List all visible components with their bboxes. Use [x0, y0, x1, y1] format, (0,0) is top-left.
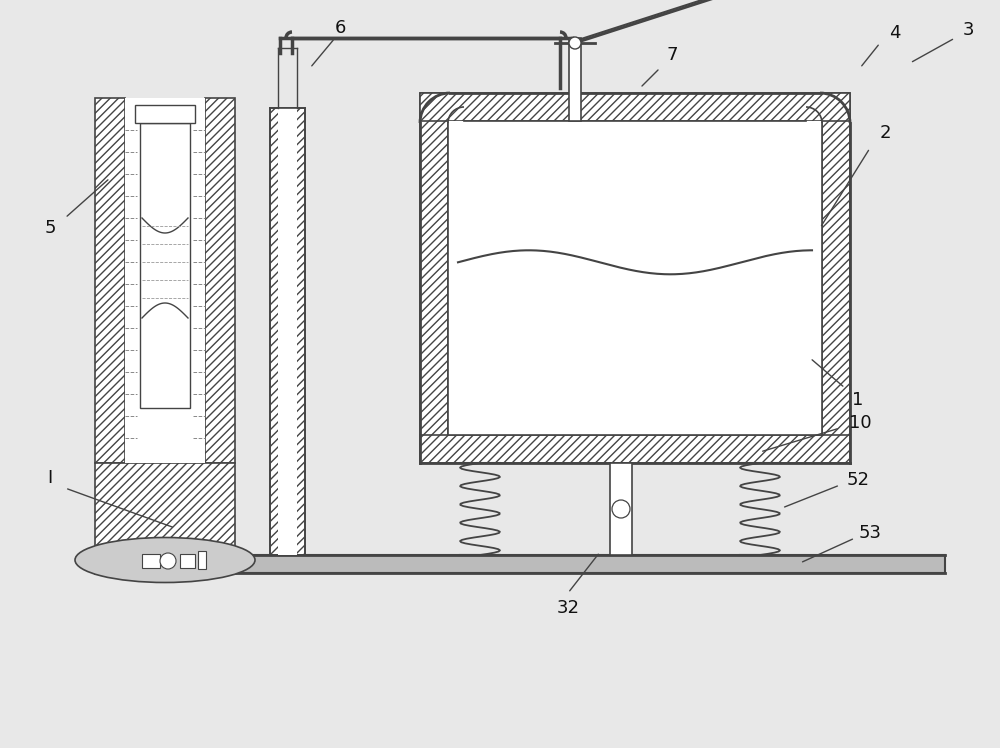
- Text: 4: 4: [889, 24, 901, 42]
- Bar: [420, 93, 448, 463]
- Bar: [420, 93, 850, 121]
- Text: I: I: [47, 469, 53, 487]
- Bar: [140, 123, 190, 408]
- Bar: [95, 463, 235, 555]
- Bar: [270, 108, 305, 555]
- Text: 52: 52: [846, 471, 870, 489]
- Bar: [610, 463, 632, 555]
- Text: 1: 1: [852, 391, 864, 409]
- Bar: [205, 98, 235, 463]
- Text: 53: 53: [858, 524, 882, 542]
- Bar: [95, 98, 125, 463]
- Bar: [420, 435, 850, 463]
- Bar: [822, 93, 850, 463]
- Bar: [198, 551, 206, 569]
- Circle shape: [160, 553, 176, 569]
- Circle shape: [569, 37, 581, 49]
- Text: 5: 5: [44, 219, 56, 237]
- Ellipse shape: [75, 538, 255, 583]
- Text: 32: 32: [556, 599, 580, 617]
- Bar: [142, 554, 160, 568]
- Text: 3: 3: [962, 21, 974, 39]
- Bar: [180, 554, 195, 568]
- Bar: [278, 108, 297, 555]
- Text: 6: 6: [334, 19, 346, 37]
- Bar: [95, 555, 945, 573]
- Text: 2: 2: [879, 124, 891, 142]
- Bar: [125, 98, 205, 463]
- Circle shape: [612, 500, 630, 518]
- Bar: [135, 105, 195, 123]
- Bar: [448, 121, 822, 435]
- Text: 10: 10: [849, 414, 871, 432]
- Bar: [569, 38, 581, 121]
- Text: 7: 7: [666, 46, 678, 64]
